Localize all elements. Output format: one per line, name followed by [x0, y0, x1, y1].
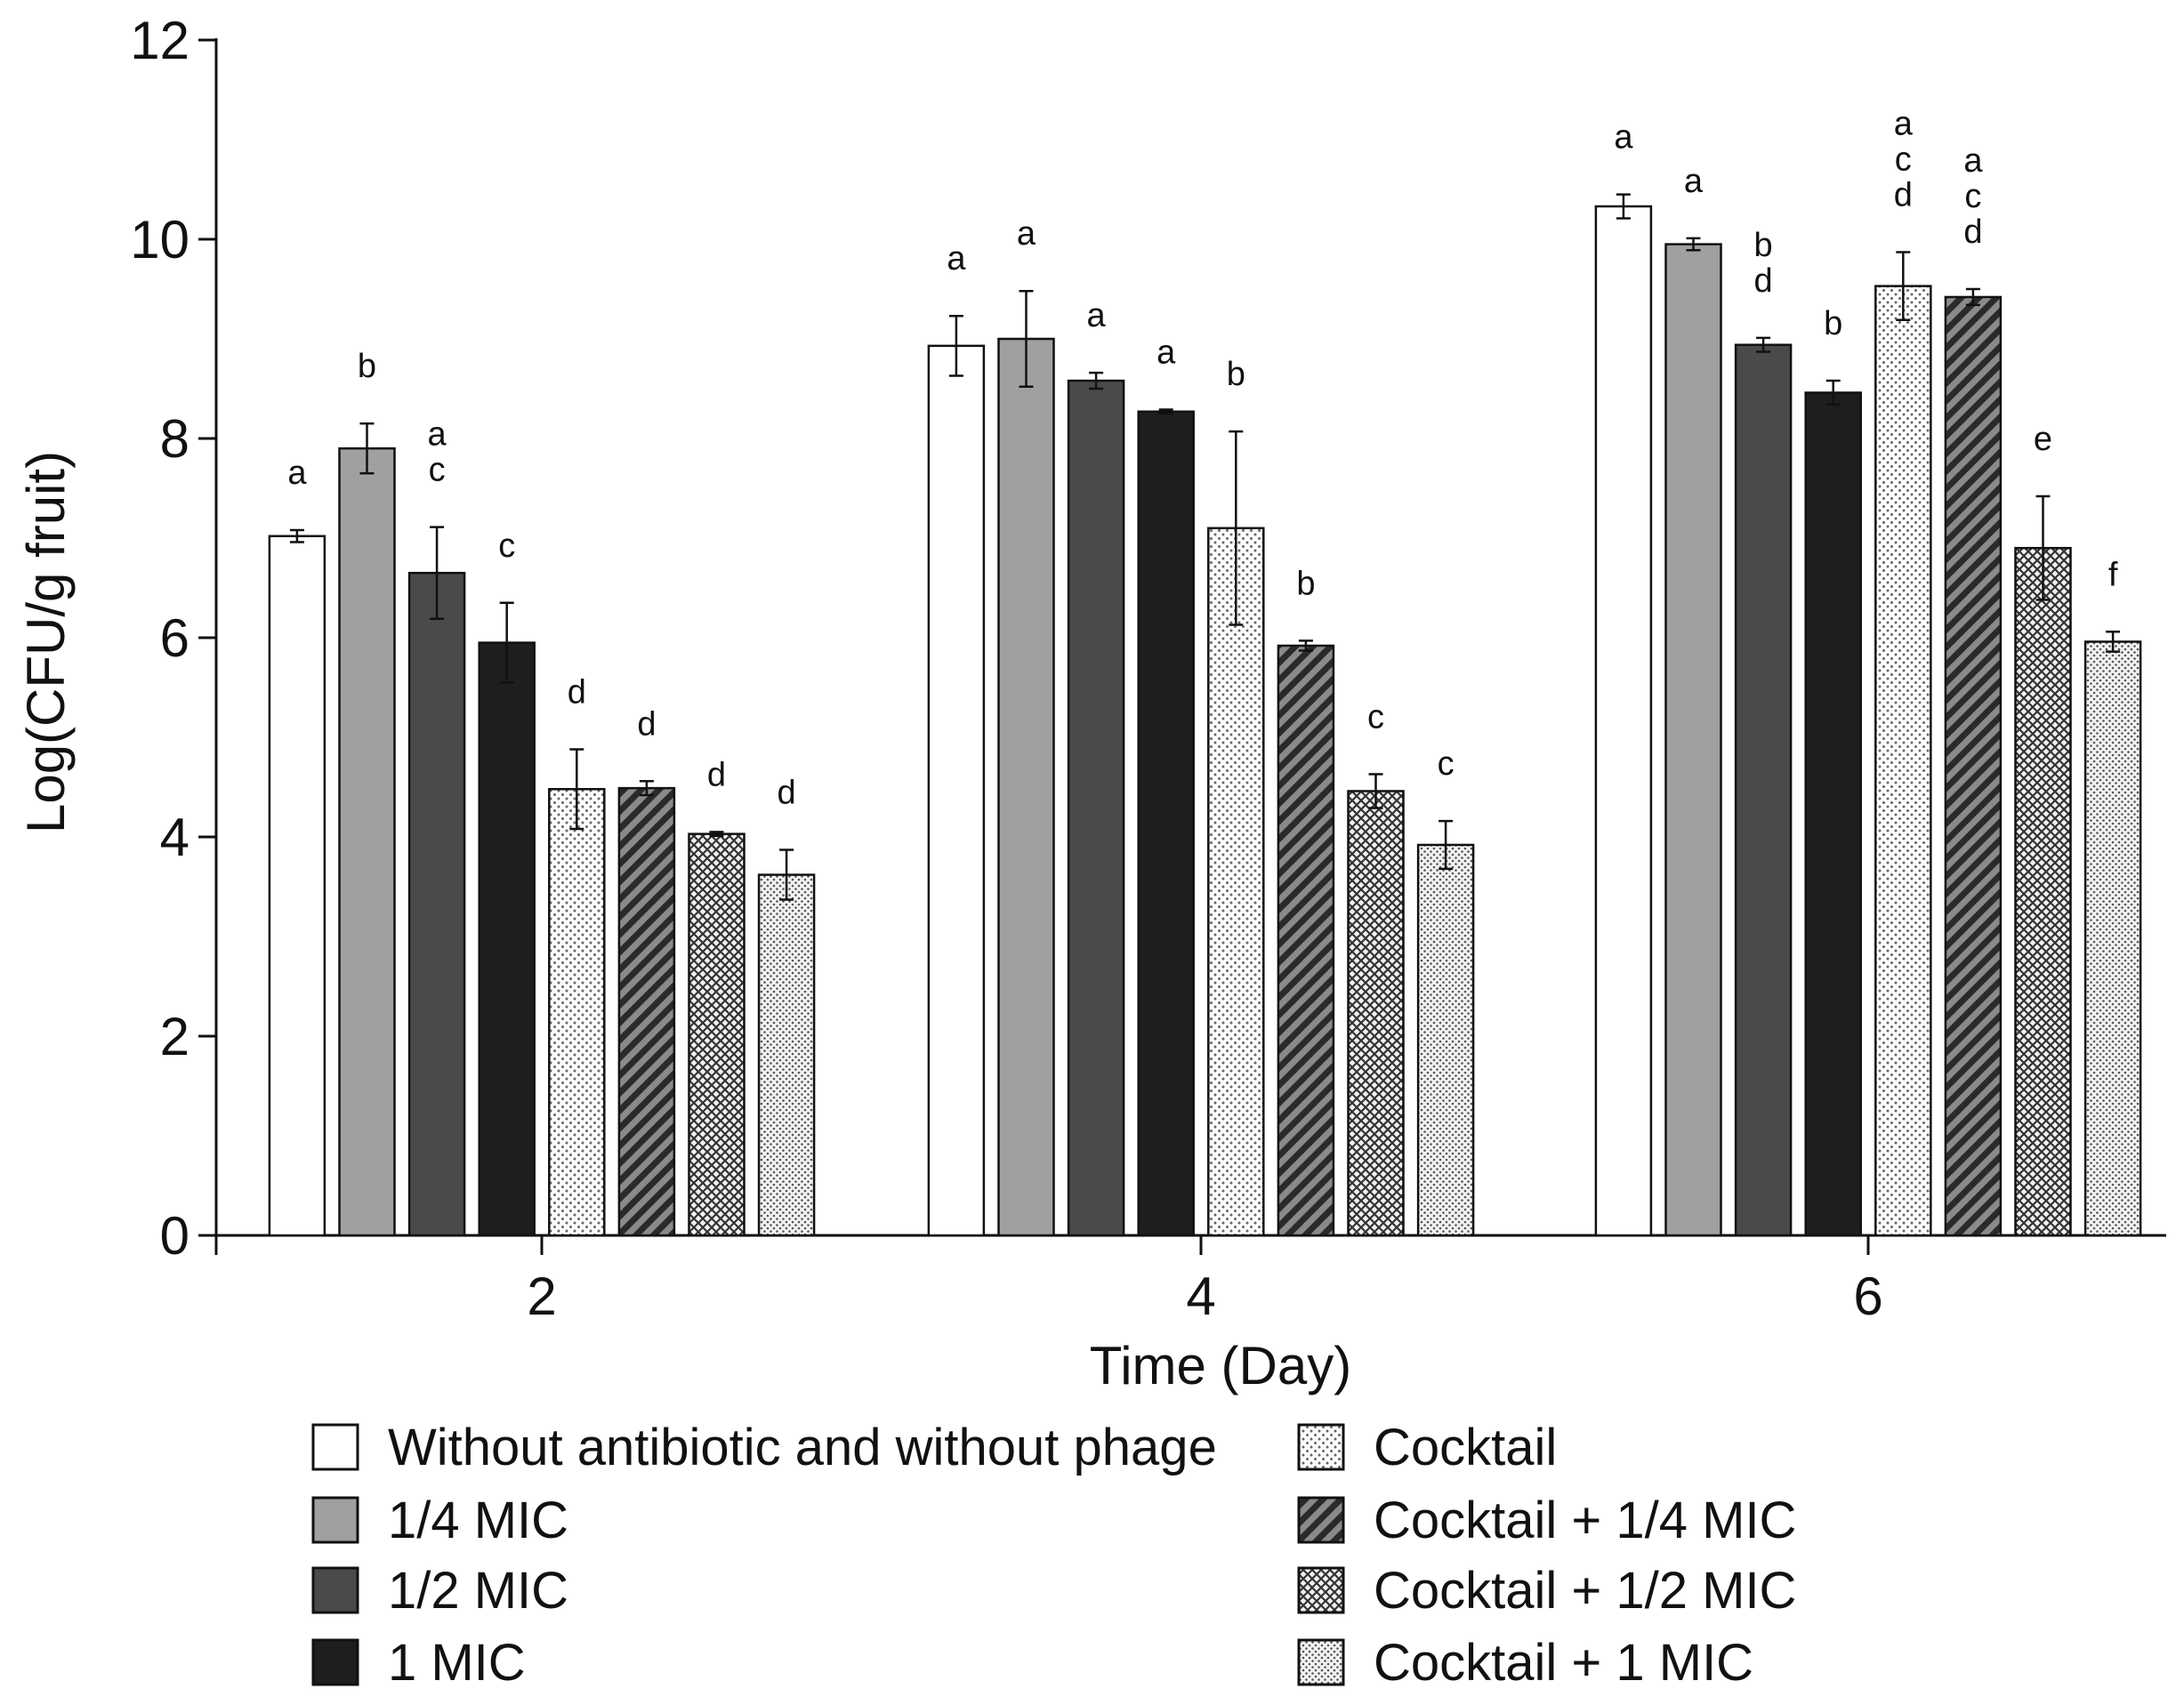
bar	[688, 832, 745, 1237]
significance-letter: a	[1684, 163, 1704, 200]
axes: 0 2 4 6 8 10 12 2 4 6	[130, 11, 2166, 1326]
significance-letter: d	[1894, 177, 1913, 214]
significance-letter: d	[637, 705, 656, 743]
significance-letter: a	[1894, 106, 1914, 143]
significance-letter: c	[429, 452, 446, 489]
legend-swatch	[311, 1566, 359, 1614]
legend-label: Cocktail + 1/4 MIC	[1374, 1492, 1796, 1549]
bar	[1067, 379, 1125, 1237]
legend-label: Cocktail + 1/2 MIC	[1374, 1562, 1796, 1620]
bar	[1594, 205, 1653, 1237]
significance-letter: c	[1367, 698, 1384, 736]
significance-letter: c	[1895, 141, 1912, 179]
legend-swatch	[311, 1638, 359, 1686]
significance-letter: b	[1824, 305, 1842, 342]
y-tick-label: 6	[160, 608, 189, 668]
y-tick-label: 8	[160, 409, 189, 469]
legend: Without antibiotic and without phage 1/4 …	[311, 1419, 1796, 1692]
x-axis-title: Time (Day)	[1090, 1336, 1351, 1395]
bar	[407, 571, 466, 1237]
significance-letter: f	[2108, 556, 2118, 593]
bar	[1137, 410, 1195, 1237]
significance-letter: d	[568, 673, 586, 711]
bar	[1804, 391, 1862, 1237]
y-tick-label: 4	[160, 808, 189, 867]
bar	[2083, 640, 2142, 1237]
legend-swatch	[311, 1496, 359, 1544]
legend-label: Cocktail + 1 MIC	[1374, 1634, 1753, 1692]
bar	[1207, 527, 1265, 1237]
significance-letter: a	[1963, 142, 1983, 180]
y-axis-title: Log(CFU/g fruit)	[16, 451, 76, 833]
bar	[1734, 343, 1793, 1237]
y-tick-label: 2	[160, 1007, 189, 1066]
significance-letter: d	[778, 775, 796, 812]
significance-letter: b	[1227, 356, 1245, 393]
y-tick-label: 10	[130, 210, 189, 269]
legend-swatch	[1297, 1638, 1345, 1686]
legend-label: Cocktail	[1374, 1419, 1557, 1476]
significance-letter: c	[498, 527, 515, 565]
significance-letter: e	[2034, 421, 2052, 458]
y-tick-label: 0	[160, 1206, 189, 1266]
legend-swatch	[311, 1423, 359, 1471]
bar	[1944, 295, 2003, 1237]
bar	[1277, 644, 1335, 1237]
y-tick-label: 12	[130, 11, 189, 70]
bar	[338, 446, 396, 1237]
legend-label: 1/2 MIC	[388, 1562, 568, 1620]
significance-letter: d	[1963, 213, 1982, 251]
bar	[1416, 843, 1475, 1237]
significance-letter: d	[1754, 262, 1773, 300]
bar	[1347, 790, 1405, 1237]
bar	[927, 344, 986, 1237]
bar	[1874, 285, 1932, 1237]
significance-letter: b	[1296, 565, 1315, 602]
legend-label: 1/4 MIC	[388, 1492, 568, 1549]
significance-letter: b	[1754, 227, 1773, 264]
legend-swatch	[1297, 1496, 1345, 1544]
significance-letter: a	[1614, 119, 1633, 157]
significance-letter: a	[1017, 215, 1036, 253]
significance-letter: b	[358, 348, 376, 385]
bar	[478, 641, 536, 1237]
significance-letter: c	[1438, 745, 1455, 783]
bar	[268, 535, 326, 1237]
bar	[548, 787, 606, 1237]
legend-label: Without antibiotic and without phage	[388, 1419, 1217, 1476]
x-tick-label: 6	[1853, 1267, 1882, 1326]
significance-letter: a	[1156, 334, 1176, 372]
significance-letter: c	[1964, 178, 1981, 215]
legend-swatch	[1297, 1566, 1345, 1614]
significance-letter: a	[947, 240, 966, 277]
significance-letter: d	[707, 756, 726, 793]
significance-letter: a	[1087, 297, 1107, 334]
legend-label: 1 MIC	[388, 1634, 526, 1692]
legend-swatch	[1297, 1423, 1345, 1471]
bar	[1664, 243, 1722, 1237]
bar	[2014, 546, 2072, 1237]
bar	[997, 337, 1055, 1237]
bar	[757, 873, 816, 1237]
bar	[617, 786, 676, 1237]
x-tick-label: 2	[527, 1267, 556, 1326]
significance-letter: a	[428, 416, 447, 454]
x-tick-label: 4	[1186, 1267, 1215, 1326]
significance-letter: a	[287, 454, 307, 492]
